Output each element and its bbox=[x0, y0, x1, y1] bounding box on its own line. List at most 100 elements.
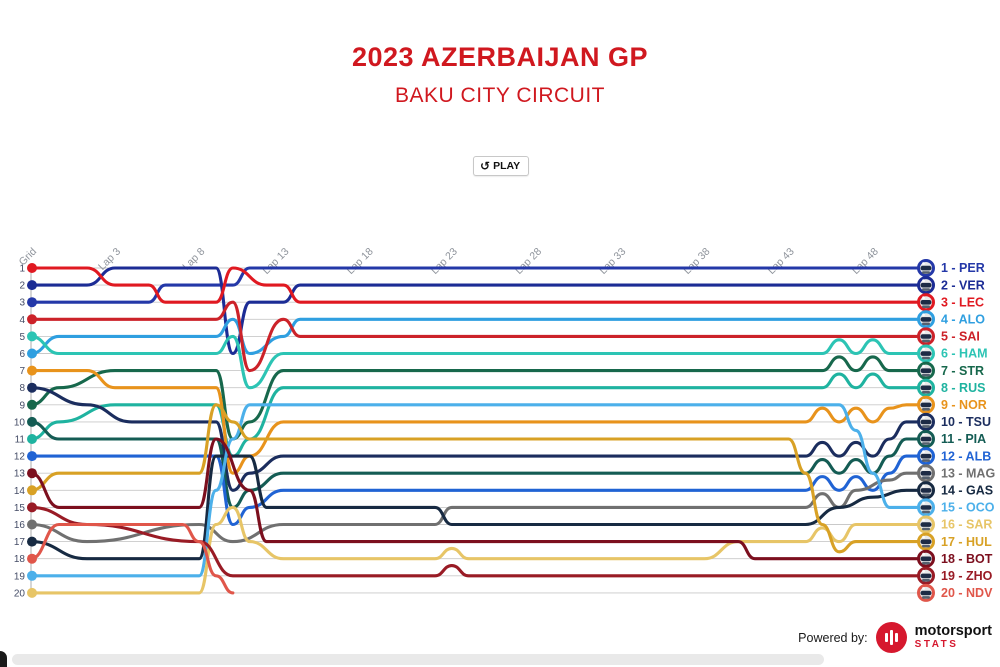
grid-lines bbox=[30, 267, 918, 594]
finish-label-BOT: 18 - BOT bbox=[941, 552, 993, 566]
driver-line-SAR bbox=[29, 505, 925, 595]
helmet-icon-STR bbox=[917, 361, 935, 380]
helmet-icon-HUL bbox=[917, 532, 935, 551]
helmet-icon-RUS bbox=[917, 378, 935, 397]
helmet-icon-PER bbox=[917, 259, 935, 277]
driver-line-RUS bbox=[29, 372, 925, 458]
x-tick-label: Lap 13 bbox=[260, 246, 291, 277]
grid-position-number: 10 bbox=[14, 417, 26, 428]
x-tick-label: Lap 23 bbox=[429, 246, 460, 277]
driver-line-HAM bbox=[29, 334, 925, 390]
footer-branding: Powered by: motorsport STATS bbox=[798, 622, 992, 653]
x-tick-label: Lap 28 bbox=[513, 246, 544, 277]
grid-position-number: 19 bbox=[14, 571, 26, 582]
brand-name: motorsport bbox=[914, 622, 992, 639]
driver-line-OCO bbox=[29, 403, 925, 578]
helmet-icon-TSU bbox=[917, 412, 935, 431]
x-axis-ticks: Grid Lap 3 Lap 8 Lap 13 Lap 18 Lap 23 Lap 28 La… bbox=[17, 246, 881, 277]
helmet-icon-ALB bbox=[917, 447, 935, 466]
finish-label-GAS: 14 - GAS bbox=[941, 484, 993, 498]
driver-line-HUL bbox=[29, 403, 925, 554]
page-subtitle: BAKU CITY CIRCUIT bbox=[395, 84, 605, 107]
grid-dot-NOR bbox=[27, 365, 37, 376]
grid-dot-VER bbox=[27, 280, 37, 291]
driver-lines bbox=[27, 263, 925, 598]
grid-dot-STR bbox=[27, 399, 37, 410]
grid-position-number: 8 bbox=[19, 383, 25, 394]
finish-label-ALB: 12 - ALB bbox=[941, 449, 991, 463]
finish-label-PIA: 11 - PIA bbox=[941, 432, 986, 446]
grid-position-number: 3 bbox=[19, 298, 25, 309]
corner-artifact bbox=[0, 651, 7, 667]
grid-dot-OCO bbox=[27, 570, 37, 581]
grid-dot-PER bbox=[27, 297, 37, 308]
finish-label-TSU: 10 - TSU bbox=[941, 415, 991, 429]
grid-position-number: 12 bbox=[14, 452, 26, 463]
helmet-icon-GAS bbox=[917, 481, 935, 500]
grid-position-number: 2 bbox=[19, 281, 25, 292]
replay-icon: ↺ bbox=[480, 159, 491, 173]
finish-label-LEC: 3 - LEC bbox=[941, 295, 984, 309]
grid-dot-RUS bbox=[27, 434, 37, 444]
grid-position-number: 17 bbox=[14, 537, 26, 548]
powered-by-label: Powered by: bbox=[798, 630, 868, 645]
grid-position-number: 7 bbox=[19, 366, 25, 377]
finish-label-OCO: 15 - OCO bbox=[941, 501, 995, 515]
page-title: 2023 AZERBAIJAN GP bbox=[351, 42, 649, 72]
horizontal-scrollbar[interactable] bbox=[12, 654, 824, 665]
helmet-icon-BOT bbox=[917, 549, 935, 568]
finish-label-VER: 2 - VER bbox=[941, 278, 985, 292]
helmet-icon-SAI bbox=[917, 327, 935, 346]
finish-label-ZHO: 19 - ZHO bbox=[941, 569, 993, 583]
driver-line-PIA bbox=[29, 420, 925, 509]
play-button-label: PLAY bbox=[493, 160, 521, 172]
grid-position-number: 20 bbox=[14, 588, 26, 599]
motorsport-stats-icon bbox=[875, 622, 907, 653]
helmet-icon-OCO bbox=[917, 498, 935, 517]
grid-dot-ALB bbox=[27, 451, 37, 462]
helmet-icon-SAR bbox=[917, 515, 935, 534]
grid-dot-HUL bbox=[27, 485, 37, 496]
helmet-icon-ALO bbox=[917, 310, 935, 329]
finish-label-SAI: 5 - SAI bbox=[941, 330, 980, 344]
grid-dot-PIA bbox=[27, 416, 37, 427]
grid-position-number: 13 bbox=[14, 469, 26, 480]
grid-position-number: 4 bbox=[19, 315, 25, 326]
helmet-icon-NDV bbox=[917, 583, 935, 602]
grid-dot-LEC bbox=[27, 263, 37, 273]
finish-label-NOR: 9 - NOR bbox=[941, 398, 987, 412]
finish-label-SAR: 16 - SAR bbox=[941, 518, 992, 532]
grid-position-number: 6 bbox=[19, 349, 25, 360]
grid-dot-ZHO bbox=[27, 502, 37, 513]
brand-sub: STATS bbox=[914, 638, 959, 650]
x-tick-label: Lap 33 bbox=[597, 246, 628, 277]
driver-line-VER bbox=[29, 266, 925, 356]
grid-position-number: 5 bbox=[19, 332, 25, 343]
helmet-icon-NOR bbox=[917, 395, 935, 414]
driver-line-LEC bbox=[29, 266, 925, 304]
driver-line-TSU bbox=[29, 386, 925, 492]
finish-label-ALO: 4 - ALO bbox=[941, 313, 985, 327]
x-tick-label: Lap 18 bbox=[345, 246, 376, 277]
driver-line-SAI bbox=[29, 300, 925, 373]
grid-dot-SAR bbox=[27, 587, 37, 598]
motorsport-stats-wordmark: motorsport STATS bbox=[914, 622, 992, 651]
grid-position-number: 14 bbox=[14, 486, 26, 497]
grid-position-number: 9 bbox=[19, 400, 25, 411]
helmet-icon-MAG bbox=[917, 464, 935, 483]
grid-dot-ALO bbox=[27, 348, 37, 359]
finish-label-RUS: 8 - RUS bbox=[941, 381, 985, 395]
x-tick-label: Lap 48 bbox=[850, 246, 881, 277]
driver-line-STR bbox=[29, 355, 925, 441]
finish-label-HUL: 17 - HUL bbox=[941, 535, 992, 549]
finish-label-MAG: 13 - MAG bbox=[941, 466, 995, 480]
finish-label-PER: 1 - PER bbox=[941, 261, 985, 275]
grid-position-number: 1 bbox=[19, 264, 25, 275]
play-button[interactable]: ↺ PLAY bbox=[473, 156, 530, 176]
helmet-icon-VER bbox=[917, 276, 935, 295]
driver-line-GAS bbox=[29, 454, 925, 561]
driver-line-BOT bbox=[29, 437, 925, 561]
grid-dot-GAS bbox=[27, 536, 37, 547]
